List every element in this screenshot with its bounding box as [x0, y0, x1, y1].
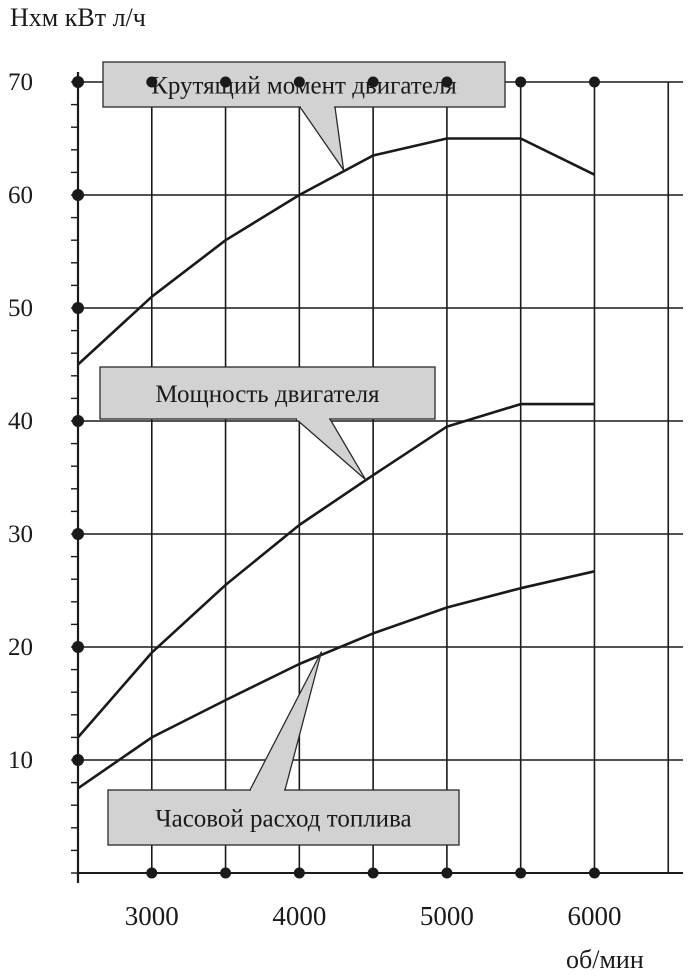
top-edge-dot-5500: [515, 76, 527, 88]
y-tick-label-40: 40: [8, 408, 33, 435]
callout-pointer-3: [248, 651, 323, 791]
x-tick-dot-4500: [367, 867, 379, 879]
series-line-2: [77, 402, 595, 739]
y-tick-dot-30: [72, 528, 84, 540]
y-tick-label-60: 60: [8, 182, 33, 209]
x-tick-dot-4000: [293, 867, 305, 879]
tick-labels: 10 20 30 40 50 60 70 3000 4000 5000 6000: [8, 69, 621, 931]
top-edge-dot-3500: [220, 76, 232, 88]
x-tick-dot-3500: [220, 867, 232, 879]
y-tick-label-50: 50: [8, 295, 33, 322]
callout-pointer-1: [298, 106, 345, 171]
top-edge-dot-4000: [293, 76, 305, 88]
y-tick-dot-40: [72, 415, 84, 427]
callout-label-1: Крутящий момент двигателя: [151, 73, 457, 100]
x-tick-dot-5500: [515, 867, 527, 879]
y-tick-label-20: 20: [8, 634, 33, 661]
y-axis-title: Нхм кВт л/ч: [10, 3, 146, 32]
top-edge-dot-6000: [588, 76, 600, 88]
callouts: Крутящий момент двигателя Мощность двигат…: [99, 61, 506, 846]
top-edge-dot-3000: [146, 76, 158, 88]
y-tick-label-10: 10: [8, 747, 33, 774]
top-edge-dot-4500: [367, 76, 379, 88]
y-tick-dot-50: [72, 302, 84, 314]
y-tick-dot-70: [72, 76, 84, 88]
series-line-1: [77, 137, 596, 366]
tick-dots: [72, 76, 600, 879]
x-tick-label-3000: 3000: [125, 901, 179, 931]
x-tick-dot-5000: [441, 867, 453, 879]
y-tick-dot-10: [72, 754, 84, 766]
series-lines: [77, 137, 596, 790]
y-tick-dot-20: [72, 641, 84, 653]
x-tick-label-6000: 6000: [567, 901, 621, 931]
series-line-3: [77, 570, 595, 790]
x-tick-dot-6000: [588, 867, 600, 879]
x-axis-title: об/мин: [566, 945, 644, 974]
y-tick-dot-60: [72, 189, 84, 201]
x-tick-label-5000: 5000: [420, 901, 474, 931]
y-tick-label-70: 70: [8, 69, 33, 96]
x-tick-dot-3000: [146, 867, 158, 879]
axes: [71, 72, 683, 883]
callout-label-2: Мощность двигателя: [155, 381, 380, 408]
callout-box-2: [99, 366, 436, 420]
y-tick-label-30: 30: [8, 521, 33, 548]
callout-pointer-2: [294, 418, 367, 481]
top-edge-dot-5000: [441, 76, 453, 88]
grid-lines: [78, 81, 683, 873]
callout-label-3: Часовой расход топлива: [155, 806, 411, 833]
x-tick-label-4000: 4000: [272, 901, 326, 931]
